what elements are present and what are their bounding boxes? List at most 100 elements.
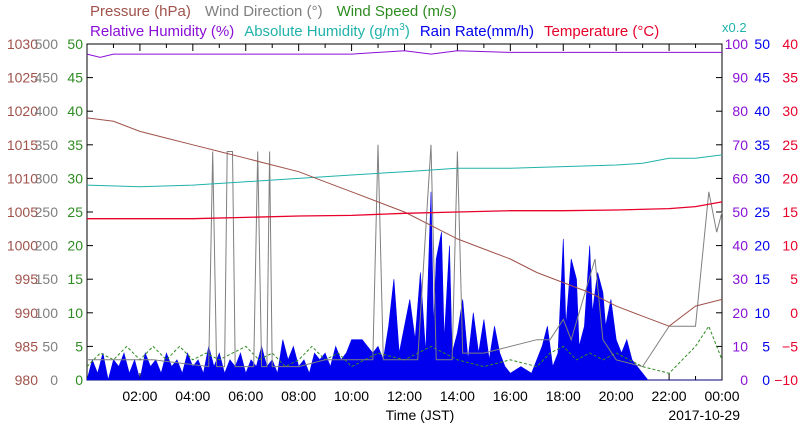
y-tick-label-pressure: 1000 <box>7 238 38 254</box>
y-tick-label-wind_direction: 300 <box>35 170 59 186</box>
y-tick-label-temperature: 10 <box>782 238 798 254</box>
series-pressure <box>86 117 723 327</box>
date-label: 2017-10-29 <box>668 407 740 423</box>
series-wind-speed <box>86 325 723 374</box>
y-tick-label-temperature: 35 <box>782 70 798 86</box>
y-tick-label-wind_direction: 200 <box>35 238 59 254</box>
y-tick-label-wind_speed: 45 <box>67 70 83 86</box>
y-tick-label-pressure: 990 <box>15 305 39 321</box>
y-tick-label-humidity: 20 <box>732 305 748 321</box>
y-tick-label-humidity: 80 <box>732 103 748 119</box>
y-tick-label-wind_speed: 35 <box>67 137 83 153</box>
y-tick-label-pressure: 1030 <box>7 36 38 52</box>
absolute-humidity-scale-note: x0.2 <box>722 20 747 35</box>
y-tick-label-wind_speed: 40 <box>67 103 83 119</box>
y-tick-label-rain_rate: 45 <box>754 70 770 86</box>
series-absolute-humidity <box>86 154 723 188</box>
legend-entry: Wind Speed (m/s) <box>337 3 457 20</box>
legend-entry: Relative Humidity (%) <box>90 23 234 40</box>
series-temperature <box>87 201 723 220</box>
y-tick-label-wind_speed: 30 <box>67 170 83 186</box>
y-tick-label-wind_speed: 20 <box>67 238 83 254</box>
x-tick-label: 18:00 <box>546 388 581 404</box>
x-tick-label: 22:00 <box>652 388 687 404</box>
y-tick-label-rain_rate: 35 <box>754 137 770 153</box>
x-axis-ticks: 02:00 04:00 06:00 08:00 10:00 12:00 14:00 16:00… <box>86 43 740 404</box>
y-tick-label-rain_rate: 25 <box>754 204 770 220</box>
y-tick-label-humidity: 90 <box>732 70 748 86</box>
x-tick-label: 16:00 <box>493 388 528 404</box>
y-tick-label-wind_direction: 500 <box>35 36 59 52</box>
y-tick-label-rain_rate: 30 <box>754 170 770 186</box>
y-tick-label-pressure: 1015 <box>7 137 38 153</box>
y-tick-label-wind_direction: 150 <box>35 271 59 287</box>
legend-entry: Absolute Humidity (g/m3) <box>244 22 410 40</box>
y-tick-label-wind_speed: 25 <box>67 204 83 220</box>
x-tick-label: 08:00 <box>281 388 316 404</box>
y-tick-label-wind_direction: 50 <box>42 338 58 354</box>
y-tick-label-rain_rate: 20 <box>754 238 770 254</box>
series-relative-humidity <box>86 50 722 58</box>
y-tick-label-wind_direction: 450 <box>35 70 59 86</box>
y-tick-label-temperature: 5 <box>790 271 798 287</box>
y-tick-label-humidity: 10 <box>732 338 748 354</box>
x-tick-label: 20:00 <box>599 388 634 404</box>
y-tick-label-humidity: 70 <box>732 137 748 153</box>
y-tick-label-pressure: 1005 <box>7 204 38 220</box>
y-tick-label-wind_direction: 0 <box>50 372 58 388</box>
right-axes: 1009080706050403020100504540353025201510… <box>725 36 799 388</box>
y-tick-label-rain_rate: 5 <box>762 338 770 354</box>
y-tick-label-wind_speed: 10 <box>67 305 83 321</box>
y-tick-label-humidity: 0 <box>740 372 748 388</box>
y-tick-label-wind_speed: 15 <box>67 271 83 287</box>
y-tick-label-wind_speed: 5 <box>75 338 83 354</box>
x-axis-title: Time (JST) <box>386 407 455 423</box>
legend-entry: Temperature (°C) <box>544 23 659 40</box>
y-tick-label-humidity: 100 <box>725 36 749 52</box>
y-tick-label-temperature: 0 <box>790 305 798 321</box>
y-tick-label-humidity: 60 <box>732 170 748 186</box>
legend-entry: Pressure (hPa) <box>90 3 191 20</box>
x-tick-label: 12:00 <box>387 388 422 404</box>
x-tick-label: 02:00 <box>122 388 157 404</box>
y-tick-label-temperature: 40 <box>782 36 798 52</box>
x-tick-label: 10:00 <box>334 388 369 404</box>
y-tick-label-temperature: −5 <box>782 338 798 354</box>
y-tick-label-temperature: 30 <box>782 103 798 119</box>
legend: Pressure (hPa) Wind Direction (°) Wind Spe… <box>90 3 659 40</box>
y-tick-label-pressure: 1025 <box>7 70 38 86</box>
y-tick-label-pressure: 1010 <box>7 170 38 186</box>
x-tick-label: 06:00 <box>228 388 263 404</box>
x-tick-label: 04:00 <box>175 388 210 404</box>
y-tick-label-humidity: 40 <box>732 238 748 254</box>
y-tick-label-rain_rate: 10 <box>754 305 770 321</box>
y-tick-label-pressure: 980 <box>15 372 39 388</box>
legend-entry: Wind Direction (°) <box>205 3 323 20</box>
series-layer <box>86 50 723 381</box>
y-tick-label-pressure: 995 <box>15 271 39 287</box>
y-tick-label-rain_rate: 0 <box>762 372 770 388</box>
y-tick-label-rain_rate: 15 <box>754 271 770 287</box>
y-tick-label-wind_speed: 50 <box>67 36 83 52</box>
y-tick-label-temperature: 15 <box>782 204 798 220</box>
y-tick-label-wind_direction: 400 <box>35 103 59 119</box>
y-tick-label-humidity: 30 <box>732 271 748 287</box>
y-tick-label-pressure: 985 <box>15 338 39 354</box>
y-tick-label-temperature: 20 <box>782 170 798 186</box>
y-tick-label-humidity: 50 <box>732 204 748 220</box>
legend-entry: Rain Rate(mm/h) <box>420 23 534 40</box>
x-tick-label: 00:00 <box>704 388 739 404</box>
y-tick-label-temperature: −10 <box>774 372 798 388</box>
y-tick-label-rain_rate: 50 <box>754 36 770 52</box>
y-tick-label-temperature: 25 <box>782 137 798 153</box>
y-tick-label-wind_direction: 100 <box>35 305 59 321</box>
y-tick-label-wind_direction: 350 <box>35 137 59 153</box>
y-tick-label-pressure: 1020 <box>7 103 38 119</box>
x-tick-label: 14:00 <box>440 388 475 404</box>
series-rain-rate <box>86 191 722 381</box>
left-axes: 1030102510201015101010051000995990985980… <box>7 36 83 388</box>
y-tick-label-rain_rate: 40 <box>754 103 770 119</box>
series-wind-direction <box>87 144 723 368</box>
plot-area: 02:00 04:00 06:00 08:00 10:00 12:00 14:00 16:00… <box>86 43 740 404</box>
